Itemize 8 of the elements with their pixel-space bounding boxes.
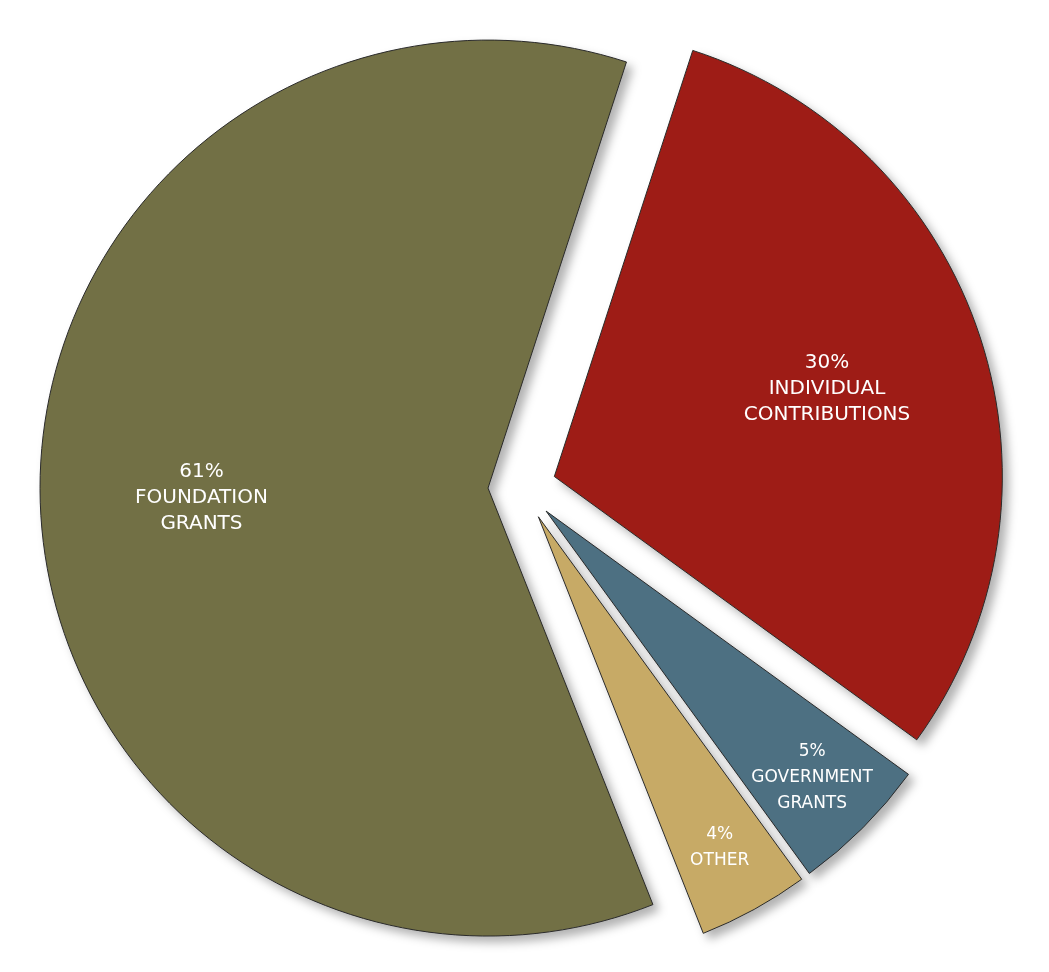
data-label: 4%	[706, 822, 734, 843]
slice-label: OTHER	[690, 848, 750, 869]
data-label: 30%	[804, 348, 850, 373]
data-label: 61%	[179, 457, 224, 482]
slice-label: INDIVIDUAL CONTRIBUTIONS	[743, 374, 911, 425]
data-label: 5%	[798, 740, 826, 761]
slice-label: GOVERNMENT GRANTS	[751, 766, 874, 813]
slice-label: FOUNDATION GRANTS	[135, 483, 268, 534]
